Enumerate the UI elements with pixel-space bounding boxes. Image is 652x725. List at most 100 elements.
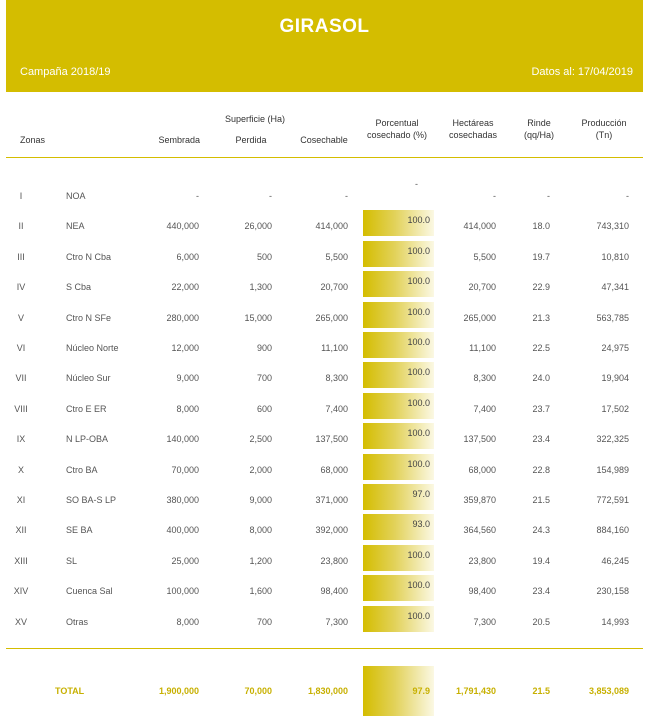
table-row: XV Otras 8,000 700 7,300 100.0 7,300 20.5 14,993 — [0, 606, 652, 634]
zone-number: III — [17, 252, 25, 262]
produccion-value: 24,975 — [601, 343, 629, 353]
pct-cell: 100.0 — [363, 575, 434, 601]
perdida-value: 500 — [256, 252, 272, 262]
table-row: XIII SL 25,000 1,200 23,800 100.0 23,800 19.4 46… — [0, 545, 652, 573]
hectareas-value: 11,100 — [469, 343, 496, 353]
hectareas-value: - — [493, 191, 496, 201]
rinde-value: - — [547, 191, 550, 201]
title-banner: GIRASOL Campaña 2018/19 Datos al: 17/04/… — [6, 0, 643, 92]
pct-value: 100.0 — [407, 428, 430, 438]
table-row: IV S Cba 22,000 1,300 20,700 100.0 20,700 22.9 4… — [0, 271, 652, 299]
col-header-porcentual: Porcentual cosechado (%) — [357, 117, 437, 141]
cosechable-value: 371,000 — [315, 495, 348, 505]
zone-number: IV — [16, 282, 26, 292]
zone-name: Núcleo Sur — [66, 373, 111, 383]
pct-value: 100.0 — [407, 550, 430, 560]
table-row: XI SO BA-S LP 380,000 9,000 371,000 97.0 359,8… — [0, 484, 652, 512]
cosechable-value: - — [345, 191, 348, 201]
pct-cell: 100.0 — [363, 241, 434, 267]
produccion-value: 46,245 — [601, 556, 629, 566]
zone-number: XIII — [14, 556, 28, 566]
zone-number: XIV — [13, 586, 29, 596]
rinde-value: 19.7 — [532, 252, 550, 262]
pct-cell: 100.0 — [363, 606, 434, 632]
zone-number: I — [19, 191, 23, 201]
rinde-value: 24.3 — [532, 525, 550, 535]
perdida-value: 2,500 — [249, 434, 272, 444]
produccion-value: 14,993 — [601, 617, 629, 627]
zone-name: Ctro N Cba — [66, 252, 112, 262]
zone-name: N LP-OBA — [66, 434, 109, 444]
pct-value: 100.0 — [407, 246, 430, 256]
table-row: III Ctro N Cba 6,000 500 5,500 100.0 5,500 19.7… — [0, 241, 652, 269]
table-row: X Ctro BA 70,000 2,000 68,000 100.0 68,000 22.8… — [0, 454, 652, 482]
col-header-hectareas-line2: cosechadas — [448, 130, 498, 140]
pct-value: 97.0 — [412, 489, 430, 499]
produccion-value: 19,904 — [601, 373, 629, 383]
produccion-value: 154,989 — [596, 465, 629, 475]
produccion-value: 47,341 — [601, 282, 629, 292]
zone-number: VI — [16, 343, 26, 353]
pct-cell: 100.0 — [363, 362, 434, 388]
pct-cell: 100.0 — [363, 545, 434, 571]
zone-number: V — [17, 313, 24, 323]
pct-value: 100.0 — [407, 580, 430, 590]
produccion-value: 10,810 — [601, 252, 629, 262]
sembrada-value: 8,000 — [176, 617, 199, 627]
data-date-label: Datos al: 17/04/2019 — [531, 66, 633, 78]
zone-name: NEA — [66, 221, 85, 231]
campaign-label: Campaña 2018/19 — [20, 66, 111, 78]
perdida-value: 600 — [256, 404, 272, 414]
total-cosechable: 1,830,000 — [307, 686, 348, 696]
zone-number: IX — [16, 434, 26, 444]
sembrada-value: 6,000 — [176, 252, 199, 262]
hectareas-value: 20,700 — [468, 282, 496, 292]
cosechable-value: 7,300 — [325, 617, 348, 627]
total-divider — [6, 648, 643, 649]
cosechable-value: 23,800 — [320, 556, 348, 566]
produccion-value: 772,591 — [596, 495, 629, 505]
sembrada-value: 8,000 — [176, 404, 199, 414]
pct-cell: 100.0 — [363, 271, 434, 297]
rinde-value: 23.4 — [532, 434, 550, 444]
cosechable-value: 8,300 — [325, 373, 348, 383]
pct-value: 100.0 — [407, 398, 430, 408]
zone-number: VII — [15, 373, 27, 383]
zone-name: Otras — [66, 617, 89, 627]
zone-number: II — [18, 221, 24, 231]
pct-value: 100.0 — [407, 367, 430, 377]
zone-name: S Cba — [66, 282, 92, 292]
col-header-porcentual-line2: cosechado (%) — [366, 130, 428, 140]
rinde-value: 22.5 — [532, 343, 550, 353]
perdida-value: 15,000 — [244, 313, 272, 323]
produccion-value: 743,310 — [596, 221, 629, 231]
col-header-porcentual-line1: Porcentual — [375, 118, 419, 128]
rinde-value: 20.5 — [532, 617, 550, 627]
rinde-value: 21.3 — [532, 313, 550, 323]
col-header-rinde-line1: Rinde — [527, 118, 551, 128]
cosechable-value: 11,100 — [321, 343, 348, 353]
col-header-perdida: Perdida — [235, 135, 267, 145]
col-header-rinde: Rinde (qq/Ha) — [512, 117, 566, 141]
table-row: IX N LP-OBA 140,000 2,500 137,500 100.0 137,50… — [0, 423, 652, 451]
zone-name: SL — [66, 556, 78, 566]
zone-number: X — [17, 465, 24, 475]
rinde-value: 18.0 — [532, 221, 550, 231]
cosechable-value: 265,000 — [315, 313, 348, 323]
hectareas-value: 265,000 — [463, 313, 496, 323]
pct-cell: 100.0 — [363, 210, 434, 236]
perdida-value: 8,000 — [249, 525, 272, 535]
sembrada-value: 22,000 — [171, 282, 199, 292]
perdida-value: 9,000 — [249, 495, 272, 505]
col-header-hectareas: Hectáreas cosechadas — [440, 117, 506, 141]
cosechable-value: 68,000 — [320, 465, 348, 475]
col-header-produccion: Producción (Tn) — [572, 117, 636, 141]
zone-name: Núcleo Norte — [66, 343, 119, 353]
sembrada-value: 100,000 — [166, 586, 199, 596]
table-row: VI Núcleo Norte 12,000 900 11,100 100.0 11,100… — [0, 332, 652, 360]
sembrada-value: 9,000 — [176, 373, 199, 383]
produccion-value: 17,502 — [601, 404, 629, 414]
total-sembrada: 1,900,000 — [158, 686, 199, 696]
sembrada-value: 380,000 — [166, 495, 199, 505]
pct-value: 93.0 — [412, 519, 430, 529]
